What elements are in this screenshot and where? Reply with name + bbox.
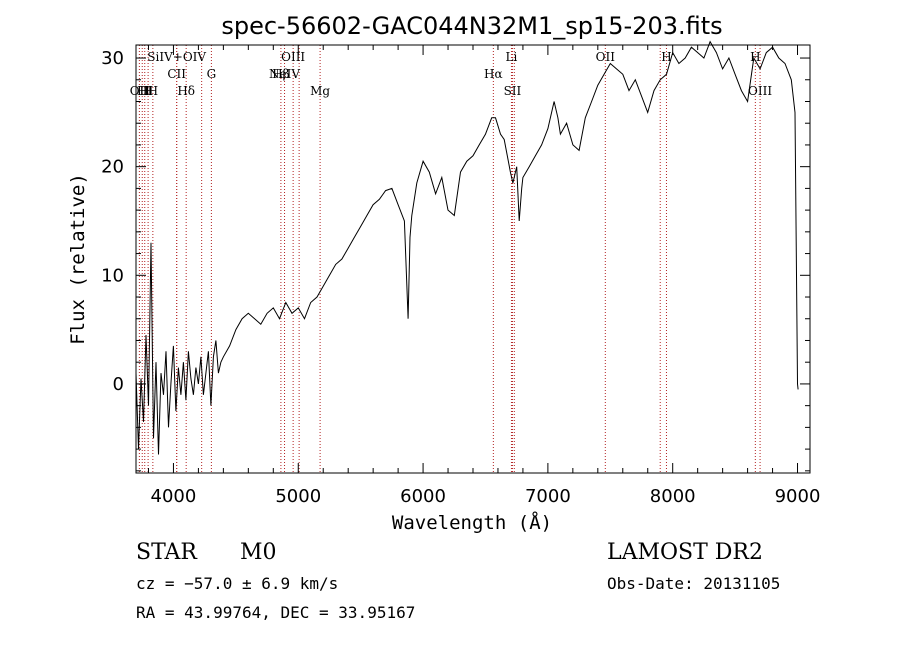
- line-marker-label: Mg: [310, 84, 330, 98]
- y-tick-label: 0: [113, 374, 124, 395]
- plot-frame: [135, 44, 811, 474]
- object-class: STAR: [136, 540, 198, 565]
- line-marker-label: NeIV: [269, 67, 300, 81]
- y-axis-label: Flux (relative): [67, 173, 89, 345]
- line-markers: [138, 45, 761, 473]
- survey-name: LAMOST DR2: [607, 540, 763, 565]
- y-axis-ticks: 0 10 20 30: [101, 48, 810, 472]
- figure-title: spec-56602-GAC044N32M1_sp15-203.fits: [221, 12, 722, 40]
- spectrum-line: [135, 40, 799, 455]
- line-marker-label: H: [750, 50, 760, 64]
- y-tick-label: 20: [101, 157, 124, 178]
- line-marker-label: H: [137, 84, 147, 98]
- line-marker-label: Hα: [484, 67, 503, 81]
- line-marker-label: SiIV+OIV: [147, 50, 206, 64]
- observation-date: Obs-Date: 20131105: [607, 574, 780, 593]
- line-marker-label: OIII: [281, 50, 305, 64]
- line-marker-label: CII: [167, 67, 186, 81]
- line-marker-label: OII: [596, 50, 616, 64]
- x-axis-label: Wavelength (Å): [392, 511, 552, 534]
- line-marker-label: OII: [130, 84, 150, 98]
- x-tick-label: 9000: [775, 486, 821, 507]
- x-tick-label: 5000: [275, 486, 321, 507]
- y-tick-label: 10: [101, 265, 124, 286]
- line-marker-label: SII: [504, 84, 522, 98]
- line-marker-label: Hβ: [272, 67, 289, 81]
- x-tick-label: 4000: [151, 486, 197, 507]
- y-tick-label: 30: [101, 48, 124, 69]
- redshift-velocity: cz = −57.0 ± 6.9 km/s: [136, 574, 338, 593]
- line-marker-label: H: [148, 84, 158, 98]
- ra-dec-coordinates: RA = 43.99764, DEC = 33.95167: [136, 603, 415, 622]
- object-subclass: M0: [240, 540, 277, 565]
- line-marker-label: H: [140, 84, 150, 98]
- line-marker-label: H: [661, 50, 671, 64]
- x-tick-label: 6000: [400, 486, 446, 507]
- line-marker-label: OIII: [748, 84, 772, 98]
- line-marker-label: Hδ: [177, 84, 195, 98]
- x-tick-label: 7000: [525, 486, 571, 507]
- line-marker-label: H: [143, 84, 153, 98]
- x-tick-label: 8000: [650, 486, 696, 507]
- line-marker-label: Li: [506, 50, 518, 64]
- x-axis-ticks: 4000 5000 6000 7000 8000 9000: [147, 45, 821, 507]
- line-marker-label: G: [207, 67, 217, 81]
